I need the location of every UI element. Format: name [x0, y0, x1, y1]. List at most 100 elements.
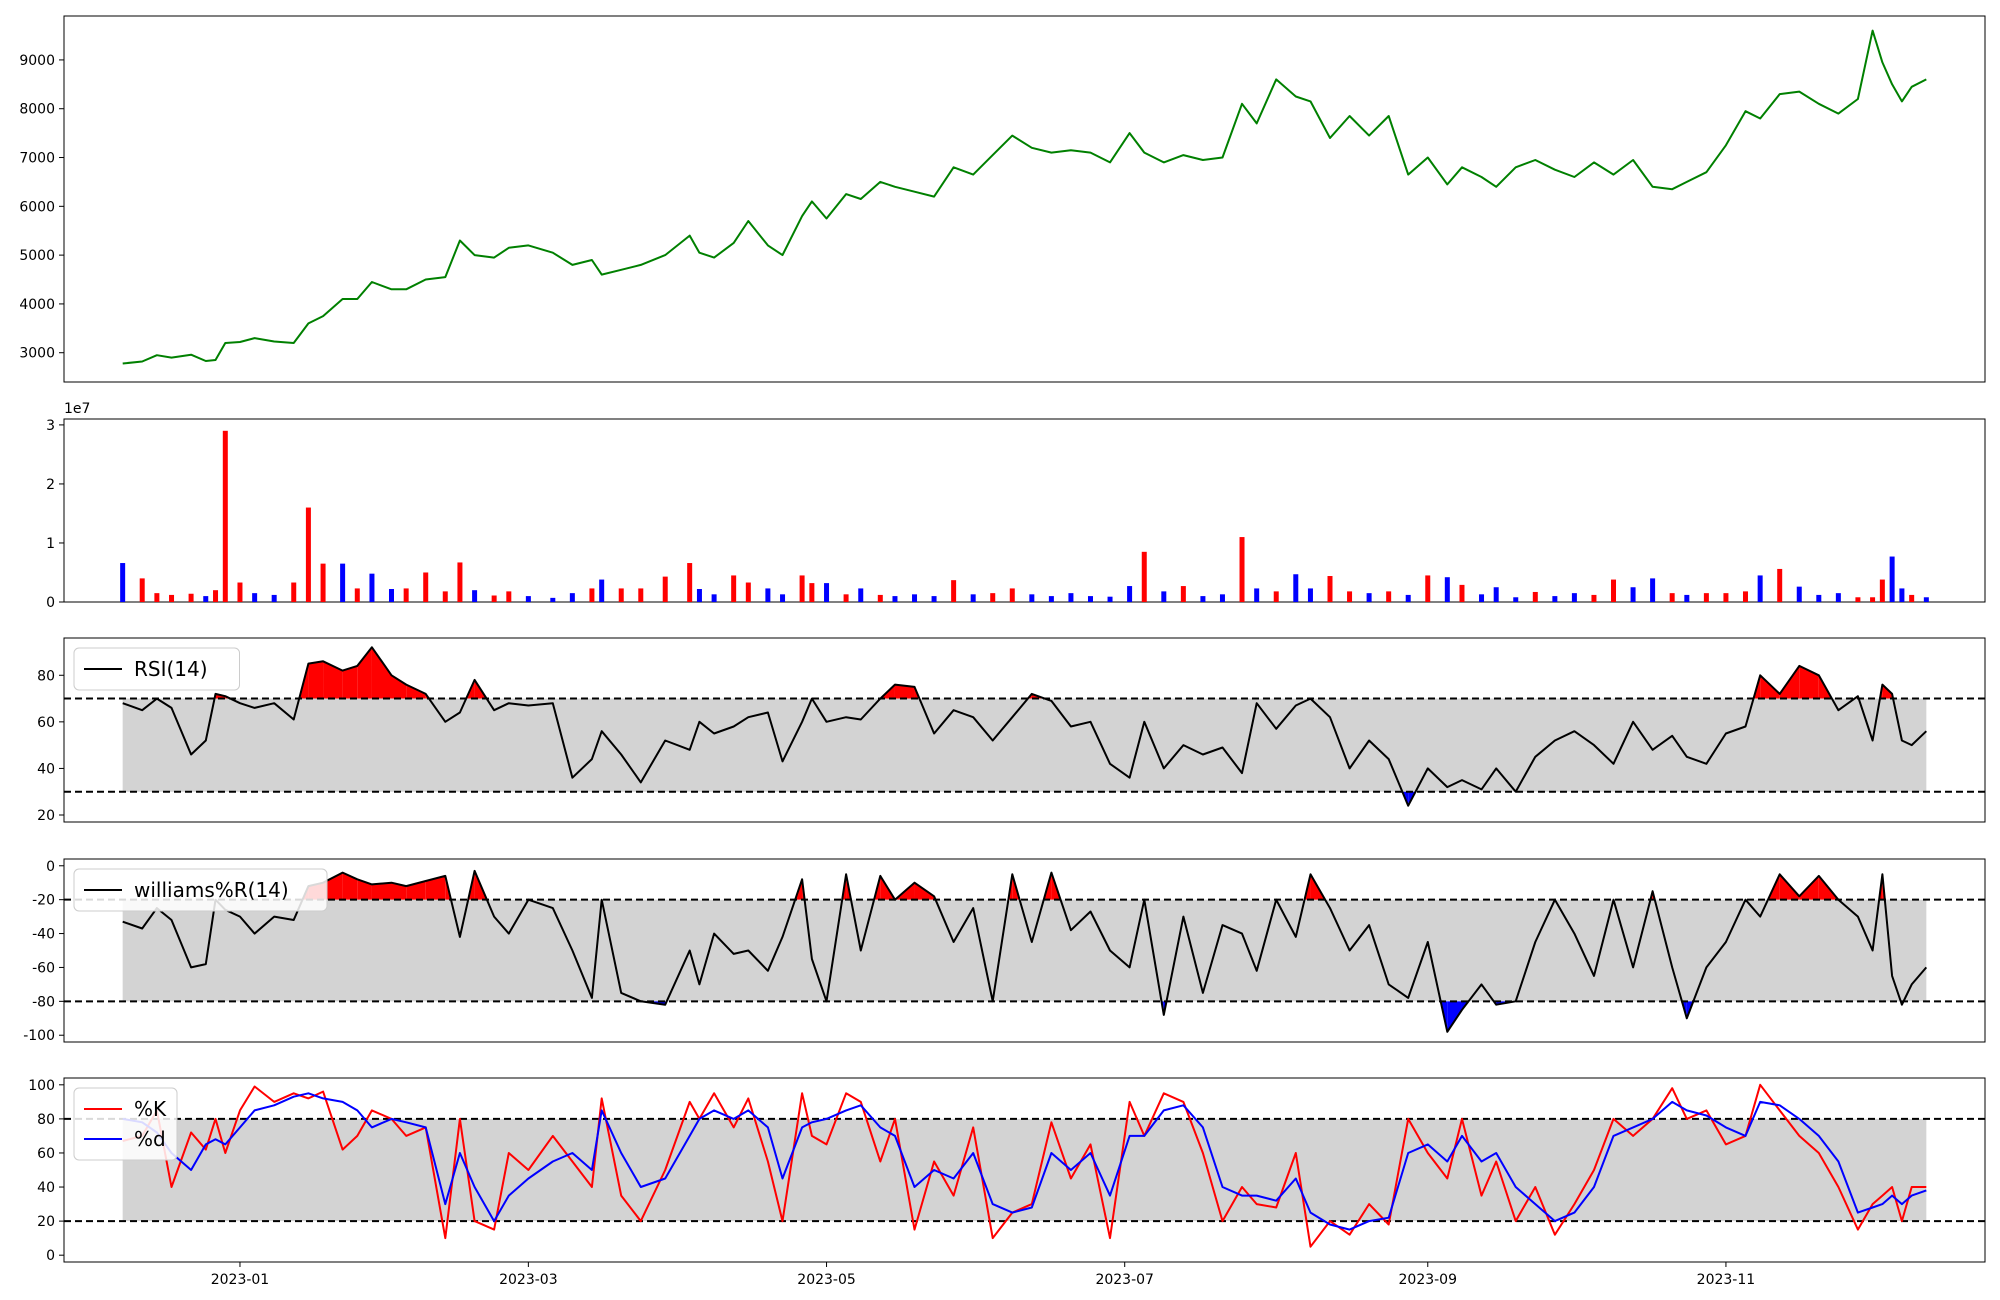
stochastic-ytick-label: 80 [37, 1112, 55, 1128]
volume-bar [1836, 593, 1841, 602]
volume-bar [1200, 596, 1205, 602]
volume-bar [1445, 577, 1450, 602]
volume-bar [1611, 580, 1616, 602]
volume-bar [389, 589, 394, 602]
volume-bar [272, 595, 277, 602]
rsi-ytick-label: 60 [37, 715, 55, 731]
volume-bar [971, 594, 976, 602]
rsi-overbought-fill [308, 661, 323, 698]
x-tick-label: 2023-11 [1697, 1272, 1756, 1288]
volume-bar [1088, 596, 1093, 602]
volume-offset-label: 1e7 [64, 401, 90, 417]
volume-ytick-label: 3 [46, 418, 55, 434]
x-tick-label: 2023-05 [797, 1272, 856, 1288]
volume-bar [1777, 569, 1782, 602]
volume-bar [687, 563, 692, 602]
volume-bar [1855, 597, 1860, 602]
volume-bar [932, 596, 937, 602]
price-ytick-label: 6000 [19, 199, 55, 215]
volume-bar [306, 508, 311, 602]
volume-bar [1533, 592, 1538, 602]
volume-ytick-label: 2 [46, 477, 55, 493]
volume-bar [1684, 595, 1689, 602]
volume-bar [1880, 580, 1885, 602]
volume-bar [1425, 575, 1430, 602]
stochastic-legend-label: %d [134, 1127, 166, 1151]
volume-bar [1068, 593, 1073, 602]
volume-bar [1029, 594, 1034, 602]
volume-bar [506, 591, 511, 602]
volume-bar [472, 590, 477, 602]
volume-bar [1161, 591, 1166, 602]
volume-bar [1240, 537, 1245, 602]
volume-bar [844, 594, 849, 602]
volume-bar [492, 596, 497, 602]
volume-bar [140, 578, 145, 602]
volume-bar [765, 588, 770, 602]
volume-bar [1293, 574, 1298, 602]
volume-bar [1459, 585, 1464, 602]
volume-bar [1924, 597, 1929, 602]
volume-bar [203, 596, 208, 602]
volume-bar [154, 593, 159, 602]
rsi-ytick-label: 20 [37, 808, 55, 824]
volume-bar [1870, 597, 1875, 602]
volume-bar [570, 593, 575, 602]
volume-bar [1347, 591, 1352, 602]
volume-bar [443, 591, 448, 602]
williams-ytick-label: -60 [32, 960, 55, 976]
price-ytick-label: 9000 [19, 53, 55, 69]
volume-bar [1704, 593, 1709, 602]
volume-ytick-label: 0 [46, 595, 55, 611]
volume-bar [1479, 594, 1484, 602]
volume-bar [858, 588, 863, 602]
volume-bar [321, 564, 326, 602]
volume-bar [1328, 576, 1333, 602]
volume-bar [1108, 597, 1113, 602]
williams-legend-label: williams%R(14) [134, 878, 289, 902]
volume-bar [1010, 588, 1015, 602]
volume-bar [1406, 595, 1411, 602]
williams-ytick-label: 0 [46, 859, 55, 875]
volume-bar [990, 593, 995, 602]
volume-bar [1220, 594, 1225, 602]
volume-bar [1591, 595, 1596, 602]
volume-bar [1254, 588, 1259, 602]
price-ytick-label: 3000 [19, 346, 55, 362]
volume-bar [1181, 586, 1186, 602]
volume-bar [223, 431, 228, 602]
volume-bar [1723, 593, 1728, 602]
price-ytick-label: 5000 [19, 248, 55, 264]
volume-bar [1650, 578, 1655, 602]
volume-bar [1513, 597, 1518, 602]
volume-bar [780, 594, 785, 602]
x-tick-label: 2023-07 [1095, 1272, 1154, 1288]
volume-bar [1797, 587, 1802, 602]
volume-bar [291, 583, 296, 602]
volume-bar [369, 574, 374, 602]
volume-bar [169, 595, 174, 602]
stochastic-ytick-label: 0 [46, 1248, 55, 1264]
volume-bar [457, 562, 462, 602]
rsi-neutral-band [123, 699, 1927, 792]
volume-bar [404, 588, 409, 602]
volume-bar [1816, 595, 1821, 602]
volume-bar [1367, 593, 1372, 602]
volume-bar [1743, 591, 1748, 602]
price-ytick-label: 4000 [19, 297, 55, 313]
volume-bar [824, 583, 829, 602]
volume-bar [1631, 587, 1636, 602]
stochastic-ytick-label: 40 [37, 1180, 55, 1196]
stochastic-ytick-label: 20 [37, 1214, 55, 1230]
stochastic-ytick-label: 100 [28, 1078, 55, 1094]
volume-bar [526, 596, 531, 602]
volume-bar [638, 588, 643, 602]
volume-bar [1142, 552, 1147, 602]
volume-bar [1308, 588, 1313, 602]
williams-ytick-label: -40 [32, 927, 55, 943]
volume-bar [1386, 591, 1391, 602]
stochastic-legend-label: %K [134, 1097, 167, 1121]
volume-bar [731, 575, 736, 602]
volume-bar [712, 594, 717, 602]
volume-bar [1049, 596, 1054, 602]
